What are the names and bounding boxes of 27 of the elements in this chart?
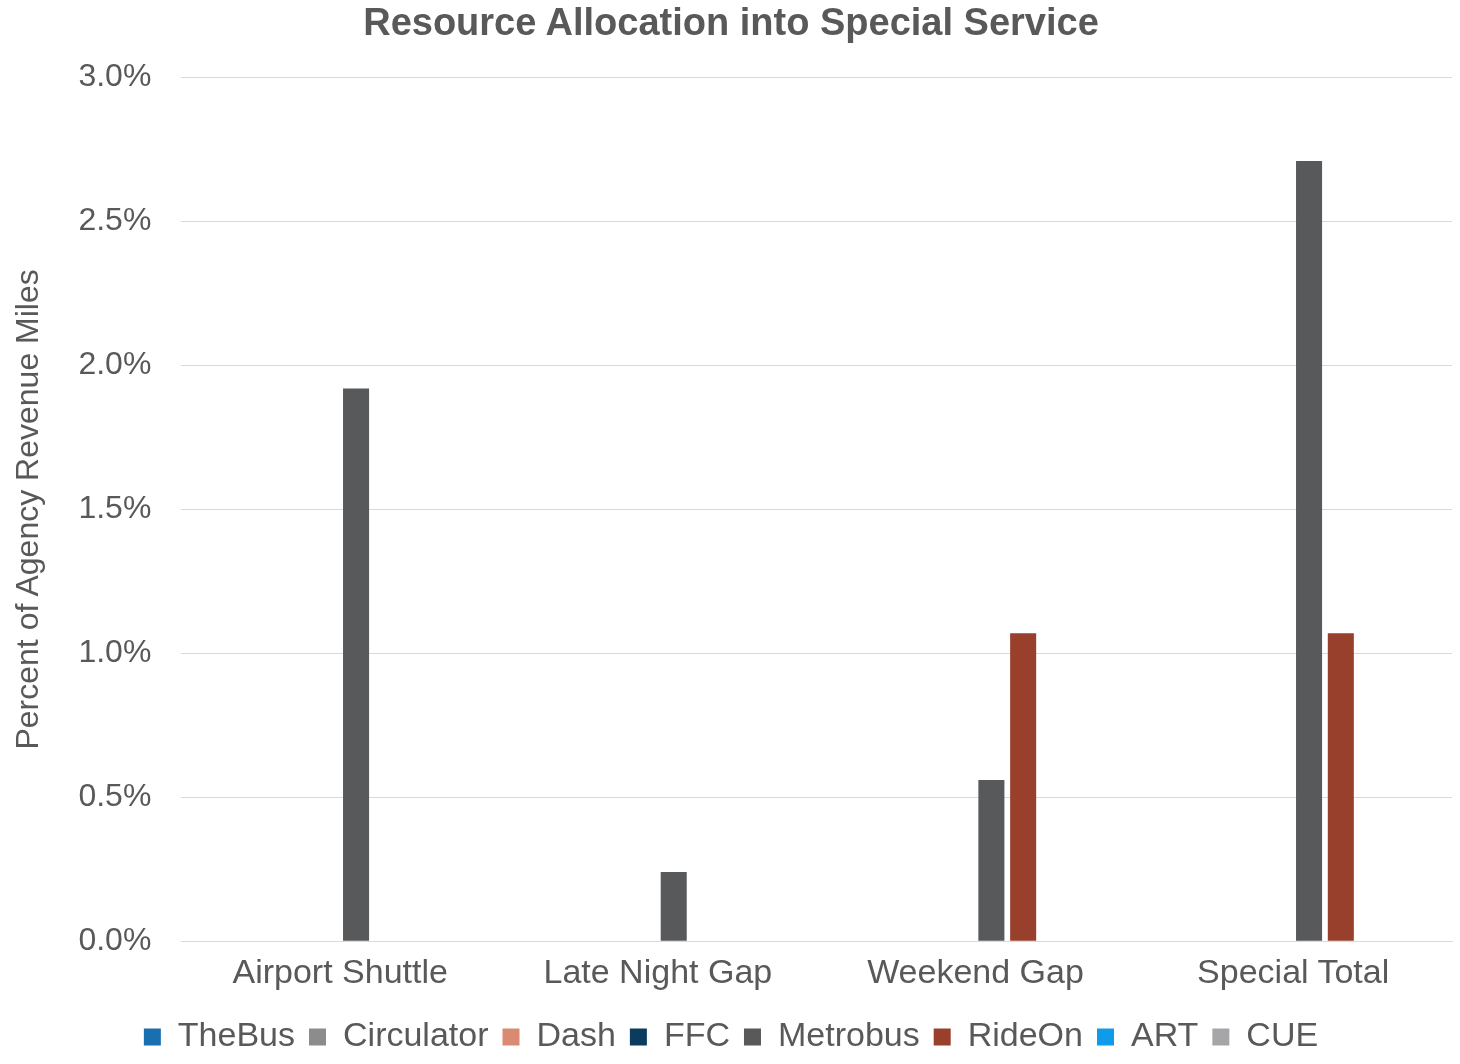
y-axis-title: Percent of Agency Revenue Miles: [9, 269, 46, 750]
y-tick-label: 2.5%: [78, 201, 152, 238]
bar: [343, 388, 370, 941]
y-tick-label: 0.5%: [78, 777, 152, 814]
x-tick-label: Special Total: [1197, 951, 1390, 990]
bar: [1010, 633, 1037, 941]
legend-label: RideOn: [967, 1015, 1083, 1054]
legend-label: ART: [1130, 1015, 1199, 1054]
y-tick-label: 3.0%: [78, 57, 152, 94]
legend-label: Circulator: [343, 1015, 489, 1054]
legend-label: CUE: [1246, 1015, 1319, 1054]
bar: [978, 780, 1005, 941]
legend-label: FFC: [663, 1015, 730, 1054]
bar: [1327, 633, 1354, 941]
legend-label: Dash: [536, 1015, 616, 1054]
bar: [660, 872, 687, 941]
x-tick-label: Late Night Gap: [543, 951, 773, 990]
y-tick-label: 1.0%: [78, 633, 152, 670]
legend-label: Metrobus: [777, 1015, 920, 1054]
legend-label: TheBus: [177, 1015, 296, 1054]
y-tick-label: 0.0%: [78, 921, 152, 958]
bar: [1296, 161, 1323, 941]
y-tick-label: 2.0%: [78, 345, 152, 382]
y-tick-label: 1.5%: [78, 489, 152, 526]
x-tick-label: Weekend Gap: [867, 951, 1084, 990]
x-tick-label: Airport Shuttle: [232, 951, 448, 990]
chart-title: Resource Allocation into Special Service: [363, 1, 1099, 44]
